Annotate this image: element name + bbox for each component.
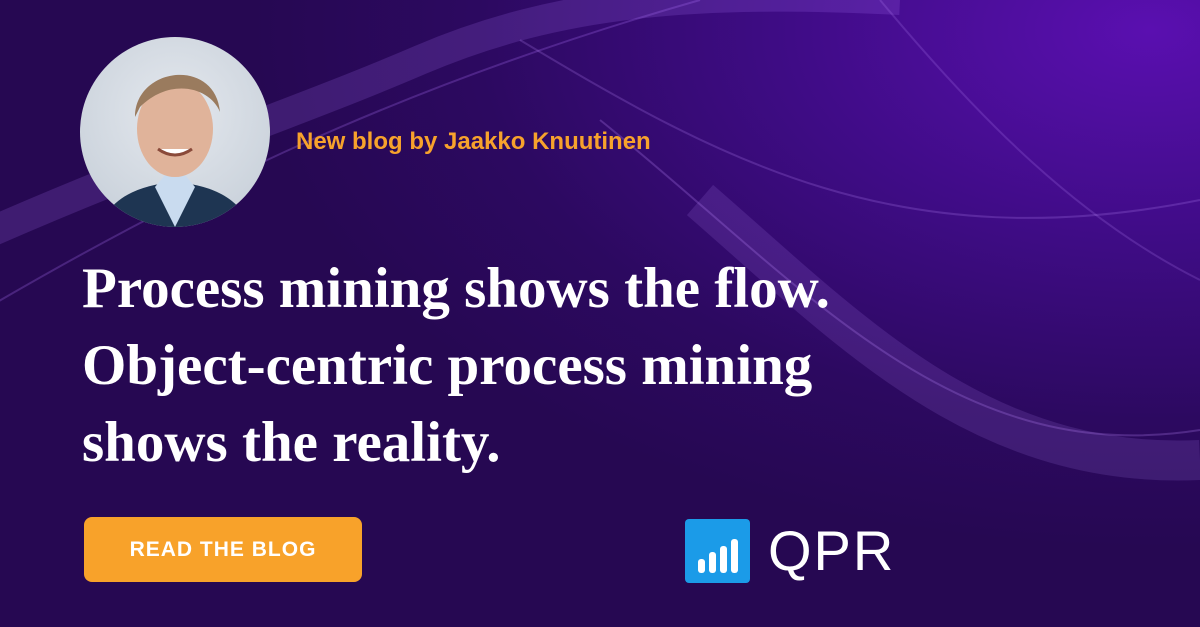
byline: New blog by Jaakko Knuutinen xyxy=(296,128,651,155)
logo-text: QPR xyxy=(768,519,896,582)
bar-chart-icon xyxy=(685,519,750,583)
read-the-blog-button[interactable]: READ THE BLOG xyxy=(84,517,362,582)
headline-line: shows the reality. xyxy=(82,411,501,474)
headline: Process mining shows the flow. Object-ce… xyxy=(82,250,830,481)
author-portrait-icon xyxy=(100,74,250,227)
headline-line: Object-centric process mining xyxy=(82,334,813,397)
author-photo xyxy=(80,37,270,227)
headline-line: Process mining shows the flow. xyxy=(82,257,830,320)
qpr-logo: QPR xyxy=(685,519,895,583)
